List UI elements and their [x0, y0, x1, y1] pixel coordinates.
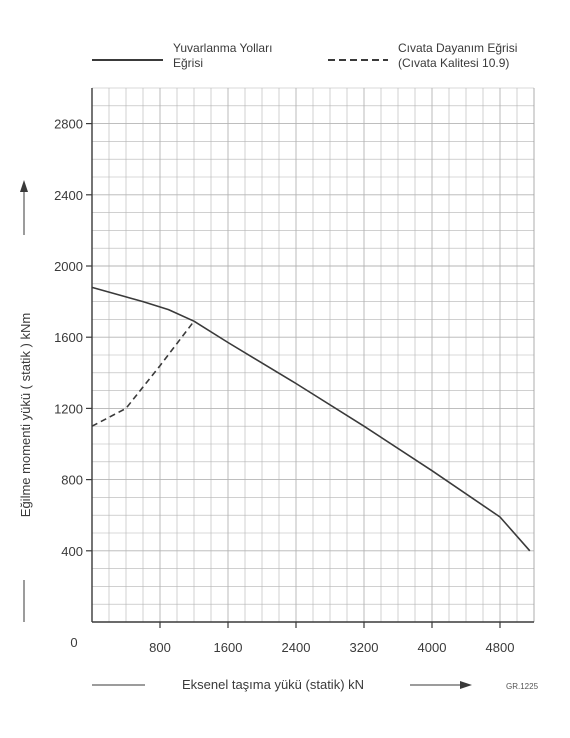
- y-axis-title: Eğilme momenti yükü ( statik ) kNm: [18, 313, 33, 517]
- x-tick-label: 4000: [418, 640, 447, 655]
- y-tick-label: 2800: [54, 117, 83, 132]
- legend: Yuvarlanma Yolları Eğrisi Cıvata Dayanım…: [92, 41, 517, 70]
- x-tick-label: 800: [149, 640, 171, 655]
- y-tick-label: 1600: [54, 330, 83, 345]
- right-arrow-icon: [460, 681, 472, 689]
- y-tick-label: 2400: [54, 188, 83, 203]
- x-axis-title-group: Eksenel taşıma yükü (statik) kN: [92, 677, 472, 692]
- y-tick-label: 800: [61, 473, 83, 488]
- legend-dashed-label-line2: (Cıvata Kalitesi 10.9): [398, 56, 509, 70]
- up-arrow-icon: [20, 180, 28, 192]
- y-tick-label: 400: [61, 544, 83, 559]
- y-axis-title-group: Eğilme momenti yükü ( statik ) kNm: [18, 180, 33, 622]
- x-axis-title: Eksenel taşıma yükü (statik) kN: [182, 677, 364, 692]
- plot-grid: [92, 87, 535, 622]
- x-tick-labels: 800 1600 2400 3200 4000 4800: [149, 622, 514, 655]
- y-tick-labels: 400 800 1200 1600 2000 2400 2800: [54, 117, 92, 559]
- origin-label: 0: [70, 635, 77, 650]
- legend-solid-label-line2: Eğrisi: [173, 56, 203, 70]
- legend-solid-label-line1: Yuvarlanma Yolları: [173, 41, 272, 55]
- x-tick-label: 1600: [214, 640, 243, 655]
- series-line-bolt-strength: [91, 320, 195, 427]
- y-tick-label: 2000: [54, 259, 83, 274]
- series-line-raceway: [91, 286, 531, 552]
- figure-code: GR.1225: [506, 682, 539, 691]
- data-series: [91, 286, 531, 552]
- x-tick-label: 3200: [350, 640, 379, 655]
- y-tick-label: 1200: [54, 401, 83, 416]
- x-tick-label: 2400: [282, 640, 311, 655]
- legend-dashed-label-line1: Cıvata Dayanım Eğrisi: [398, 41, 517, 55]
- x-tick-label: 4800: [486, 640, 515, 655]
